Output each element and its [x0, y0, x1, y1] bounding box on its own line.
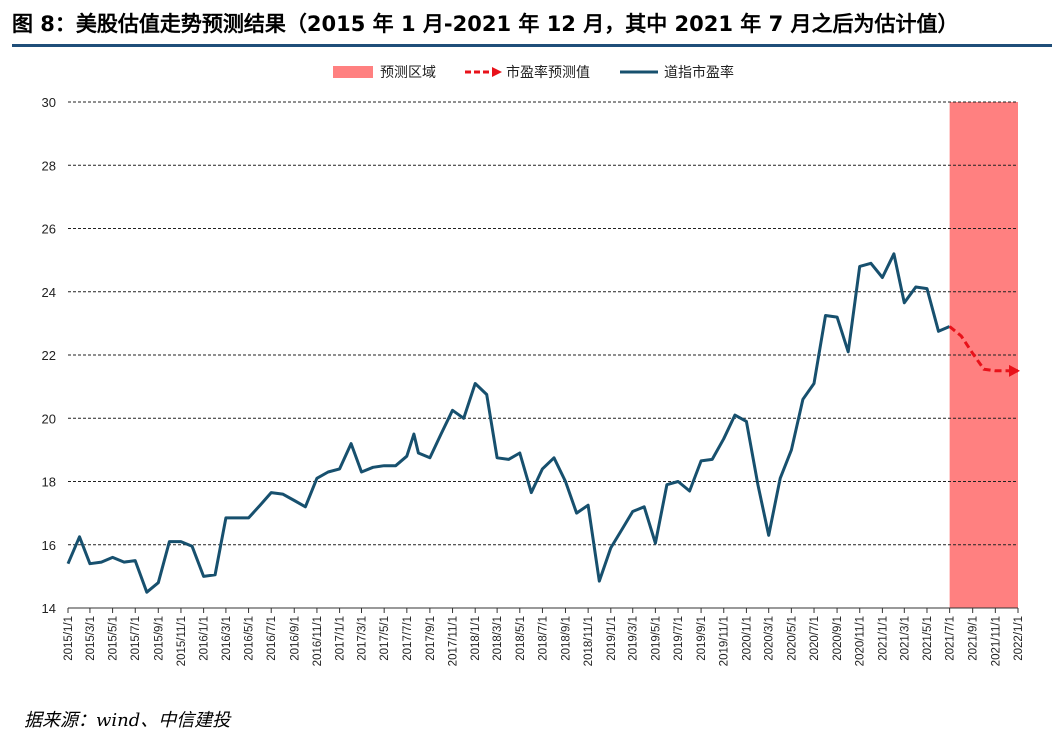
x-tick-label: 2020/11/1 — [855, 616, 867, 666]
x-tick-label: 2021/3/1 — [899, 616, 911, 661]
x-tick-label: 2016/5/1 — [244, 616, 256, 661]
source-note: 据来源：wind、中信建投 — [24, 710, 231, 731]
x-tick-label: 2015/7/1 — [130, 616, 142, 661]
x-tick-label: 2020/7/1 — [809, 616, 821, 661]
x-tick-label: 2017/5/1 — [379, 616, 391, 661]
x-tick-label: 2022/1/1 — [1013, 616, 1025, 661]
x-tick-label: 2017/9/1 — [425, 616, 437, 661]
y-tick-label: 24 — [42, 285, 56, 300]
y-tick-label: 22 — [42, 348, 56, 363]
y-tick-label: 16 — [42, 538, 56, 553]
x-tick-label: 2018/7/1 — [537, 616, 549, 661]
x-tick-label: 2015/11/1 — [176, 616, 188, 666]
legend-label-region: 预测区域 — [380, 65, 436, 81]
x-tick-label: 2019/9/1 — [696, 616, 708, 661]
x-tick-label: 2020/3/1 — [764, 616, 776, 661]
x-tick-label: 2017/1/1 — [335, 616, 347, 661]
legend-label-forecast: 市盈率预测值 — [506, 64, 590, 81]
x-tick-label: 2021/11/1 — [990, 616, 1002, 666]
grid-layer — [68, 101, 1018, 546]
x-tick-label: 2015/9/1 — [153, 616, 165, 661]
y-tick-label: 30 — [42, 95, 56, 110]
y-tick-label: 14 — [42, 601, 56, 616]
x-tick-label: 2016/9/1 — [289, 616, 301, 661]
pe-forecast-chart: 预测区域 市盈率预测值 道指市盈率 14 16 18 20 22 24 26 28 30 2015/… — [42, 64, 1025, 666]
x-tick-label: 2019/11/1 — [719, 616, 731, 666]
x-tick-label: 2018/5/1 — [515, 616, 527, 661]
x-tick-label: 2019/3/1 — [628, 616, 640, 661]
x-tick-label: 2019/1/1 — [606, 616, 618, 661]
actual-series-line — [66, 252, 951, 594]
x-tick-label: 2015/5/1 — [108, 616, 120, 661]
x-tick-label: 2018/11/1 — [583, 616, 595, 666]
x-tick-label: 2021/7/1 — [945, 616, 957, 661]
y-tick-label: 20 — [42, 411, 56, 426]
title-rule — [12, 44, 1052, 47]
x-tick-label: 2017/11/1 — [448, 616, 460, 666]
x-tick-label: 2019/7/1 — [673, 616, 685, 661]
chart-legend: 预测区域 市盈率预测值 道指市盈率 — [333, 64, 734, 81]
legend-forecast-arrowhead — [492, 67, 502, 77]
x-tick-label: 2016/7/1 — [266, 616, 278, 661]
y-tick-label: 26 — [42, 222, 56, 237]
x-tick-label: 2015/3/1 — [85, 616, 97, 661]
x-tick-label: 2018/1/1 — [470, 616, 482, 661]
forecast-arrowhead — [1009, 364, 1020, 377]
x-tick-label: 2019/5/1 — [650, 616, 662, 661]
x-tick-label: 2017/7/1 — [402, 616, 414, 661]
x-tick-label: 2016/1/1 — [199, 616, 211, 661]
x-tick-label: 2017/3/1 — [357, 616, 369, 661]
x-tick-label: 2020/9/1 — [832, 616, 844, 661]
figure-title: 图 8：美股估值走势预测结果（2015 年 1 月-2021 年 12 月，其中… — [12, 12, 959, 36]
forecast-series-line — [948, 325, 1018, 373]
legend-swatch-region — [333, 66, 373, 78]
x-tick-label: 2018/3/1 — [492, 616, 504, 661]
x-tick-label: 2021/1/1 — [877, 616, 889, 661]
series-layer — [66, 252, 1020, 594]
y-axis: 14 16 18 20 22 24 26 28 30 — [42, 95, 56, 616]
legend-label-actual: 道指市盈率 — [664, 64, 734, 81]
x-tick-label: 2016/11/1 — [312, 616, 324, 666]
x-tick-label: 2020/1/1 — [741, 616, 753, 661]
x-tick-label: 2021/9/1 — [968, 616, 980, 661]
x-axis: 2015/1/1 2015/3/1 2015/5/1 2015/7/1 2015/9/1… — [63, 607, 1025, 666]
y-tick-label: 18 — [42, 475, 56, 490]
x-tick-label: 2015/1/1 — [63, 616, 75, 661]
x-tick-label: 2016/3/1 — [221, 616, 233, 661]
y-tick-label: 28 — [42, 158, 56, 173]
x-tick-label: 2020/5/1 — [786, 616, 798, 661]
x-tick-label: 2021/5/1 — [922, 616, 934, 661]
x-tick-label: 2018/9/1 — [560, 616, 572, 661]
